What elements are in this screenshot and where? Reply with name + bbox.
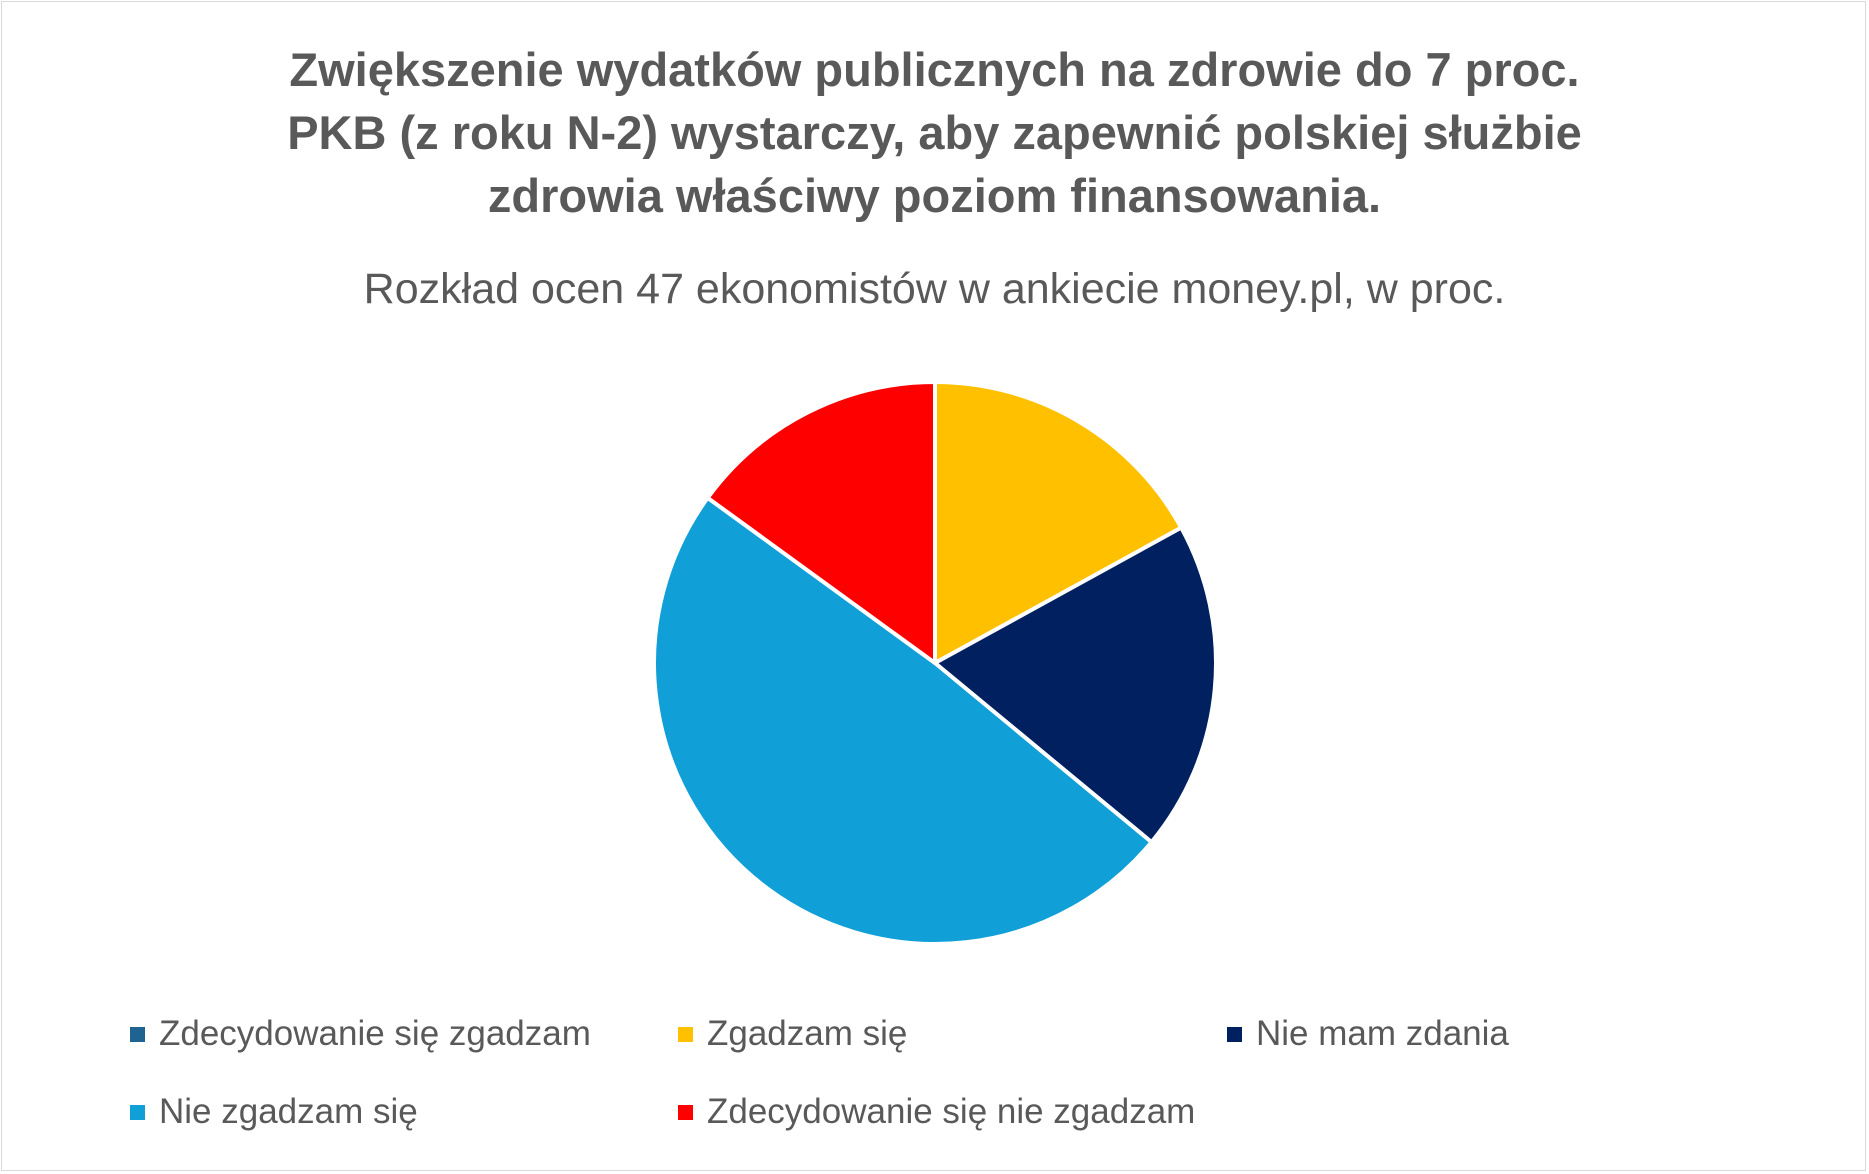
pie-slice-nie-mam-zdania — [933, 525, 1218, 845]
chart-title-line-2: PKB (z roku N-2) wystarczy, aby zapewnić… — [287, 106, 1582, 159]
chart-title-line-3: zdrowia właściwy poziom finansowania. — [487, 169, 1382, 222]
chart-subtitle: Rozkład ocen 47 ekonomistów w ankiecie m… — [363, 265, 1506, 313]
chart-title: Zwiększenie wydatków publicznych na zdro… — [0, 38, 1869, 227]
pie-slices — [652, 380, 1218, 946]
pie-slice-zdecydowanie-sie-nie-zgadzam — [705, 380, 937, 665]
pie-slice-nie-zgadzam-sie — [652, 495, 1154, 946]
chart-title-line-1: Zwiększenie wydatków publicznych na zdro… — [289, 43, 1580, 96]
pie-slice-zgadzam-sie — [933, 380, 1184, 665]
